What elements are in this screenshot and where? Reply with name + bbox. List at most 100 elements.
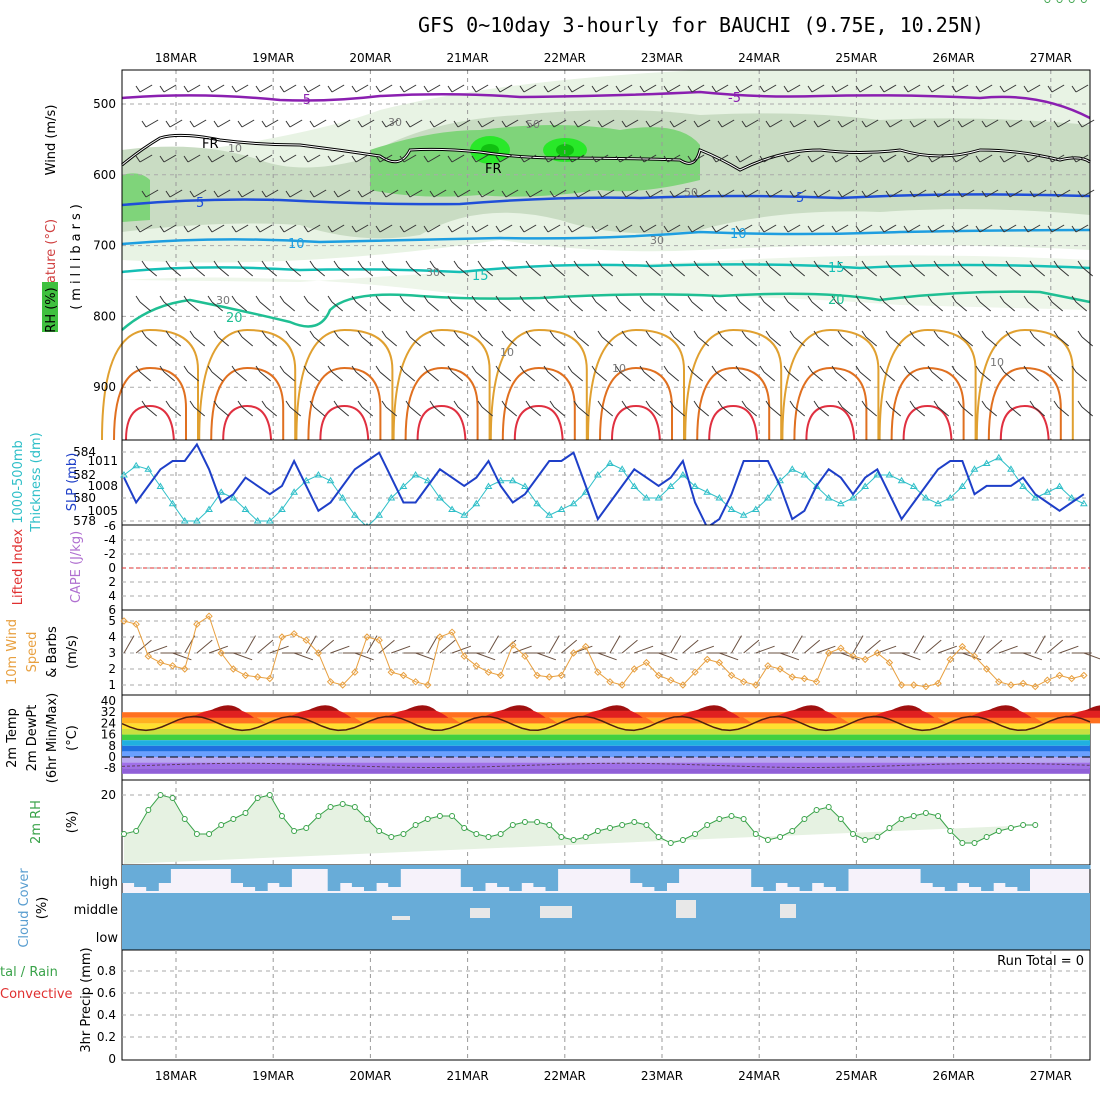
barb bbox=[715, 371, 728, 382]
barb-flag bbox=[357, 400, 363, 408]
barb-flag bbox=[189, 260, 195, 268]
date-top-19mar: 19MAR bbox=[252, 51, 294, 65]
barb bbox=[331, 371, 344, 382]
barb bbox=[217, 119, 231, 128]
barb bbox=[145, 119, 159, 128]
barb-flag bbox=[405, 330, 411, 338]
barb-flag bbox=[1005, 330, 1011, 338]
barb-flag bbox=[999, 295, 1005, 303]
ylabel-thickness: Thickness (dm) bbox=[29, 432, 44, 532]
barb bbox=[907, 154, 921, 163]
wind10-barb-74 bbox=[1022, 652, 1043, 661]
barb bbox=[217, 336, 230, 347]
cloud-high-bar-7 bbox=[206, 865, 220, 869]
barb bbox=[523, 371, 536, 382]
barb bbox=[763, 301, 776, 312]
rh2m-point-37 bbox=[570, 837, 577, 843]
barb bbox=[817, 189, 831, 198]
wind-point-29 bbox=[472, 662, 481, 670]
barb bbox=[379, 371, 392, 382]
rh2m-point-61 bbox=[862, 837, 869, 843]
thickness-point-11 bbox=[253, 517, 262, 524]
barb bbox=[193, 406, 206, 417]
wind-point-53 bbox=[764, 662, 772, 670]
cape-tick-4: 4 bbox=[108, 589, 116, 603]
barb bbox=[337, 336, 350, 347]
cloud-high-bar-73 bbox=[1005, 865, 1018, 887]
cloud-high-bar-62 bbox=[872, 865, 885, 869]
wind10-barb-4 bbox=[172, 652, 192, 661]
barb-flag bbox=[693, 190, 699, 198]
thickness-point-52 bbox=[751, 505, 760, 512]
rh2m-point-1 bbox=[133, 828, 140, 834]
thickness-point-71 bbox=[982, 459, 991, 466]
wind-point-45 bbox=[667, 676, 675, 684]
bl-contour-4-1 bbox=[501, 366, 576, 441]
wind-point-6 bbox=[193, 620, 201, 628]
barb-flag bbox=[783, 365, 789, 373]
barb bbox=[1051, 84, 1065, 93]
thickness-tick-584: 584 bbox=[73, 445, 96, 459]
barb bbox=[643, 84, 657, 93]
barb bbox=[289, 189, 303, 198]
wind10-barb-15 bbox=[305, 635, 317, 654]
barb bbox=[1075, 224, 1089, 233]
barb bbox=[961, 266, 974, 277]
barb bbox=[481, 406, 494, 417]
barb-flag bbox=[855, 365, 861, 373]
thickness-point-78 bbox=[1067, 494, 1076, 501]
wind-point-40 bbox=[606, 678, 614, 686]
barb bbox=[673, 266, 686, 277]
barb-flag bbox=[357, 330, 363, 338]
wind-point-44 bbox=[654, 671, 663, 680]
barb-flag bbox=[237, 120, 243, 128]
label-rh10-c: 10 bbox=[612, 362, 626, 375]
date-bottom-24mar: 24MAR bbox=[738, 1069, 780, 1083]
barb bbox=[169, 406, 182, 417]
barb bbox=[619, 84, 633, 93]
precip-tick-0.2: 0.2 bbox=[97, 1030, 116, 1044]
barb bbox=[427, 154, 441, 163]
barb bbox=[1057, 189, 1071, 198]
date-labels-bottom: 18MAR 19MAR 20MAR 21MAR 22MAR 23MAR 24MAR 25MAR… bbox=[155, 1069, 1072, 1083]
barb bbox=[913, 406, 926, 417]
barb bbox=[379, 301, 392, 312]
ylabel-millibars: (millibars) bbox=[69, 200, 84, 310]
barb-flag bbox=[453, 260, 459, 268]
barb bbox=[1003, 224, 1017, 233]
barb-flag bbox=[837, 330, 843, 338]
barb-flag bbox=[711, 85, 717, 93]
cloud-high-bar-11 bbox=[255, 865, 268, 891]
barb bbox=[259, 301, 272, 312]
thickness-point-55 bbox=[788, 465, 797, 472]
cloud-high-bar-21 bbox=[376, 865, 389, 883]
barb bbox=[283, 224, 297, 233]
wind-point-16 bbox=[314, 649, 323, 657]
wind-point-77 bbox=[1055, 671, 1064, 680]
barb bbox=[523, 224, 537, 233]
barb-flag bbox=[591, 155, 597, 163]
wind-point-41 bbox=[618, 681, 626, 689]
t-band-12 bbox=[122, 768, 1090, 774]
thickness-point-51 bbox=[739, 511, 748, 518]
barb bbox=[571, 84, 585, 93]
barb bbox=[835, 371, 848, 382]
barb-flag bbox=[141, 260, 147, 268]
barb-flag bbox=[567, 295, 573, 303]
thickness-point-46 bbox=[679, 471, 687, 478]
t-band-11 bbox=[122, 762, 1090, 769]
thickness-point-50 bbox=[727, 505, 736, 512]
cloud-high-bar-10 bbox=[243, 865, 256, 887]
barb-flag bbox=[669, 400, 675, 408]
barb bbox=[187, 224, 201, 233]
wind-point-58 bbox=[824, 649, 833, 657]
barb bbox=[355, 84, 369, 93]
date-top-27mar: 27MAR bbox=[1030, 51, 1072, 65]
barb-flag bbox=[759, 225, 765, 233]
date-bottom-26mar: 26MAR bbox=[933, 1069, 975, 1083]
cloud-high-bar-61 bbox=[860, 865, 873, 869]
barb-flag bbox=[237, 400, 243, 408]
cloud-high-bar-56 bbox=[799, 865, 813, 891]
barb-flag bbox=[861, 330, 867, 338]
barb-flag bbox=[981, 400, 987, 408]
